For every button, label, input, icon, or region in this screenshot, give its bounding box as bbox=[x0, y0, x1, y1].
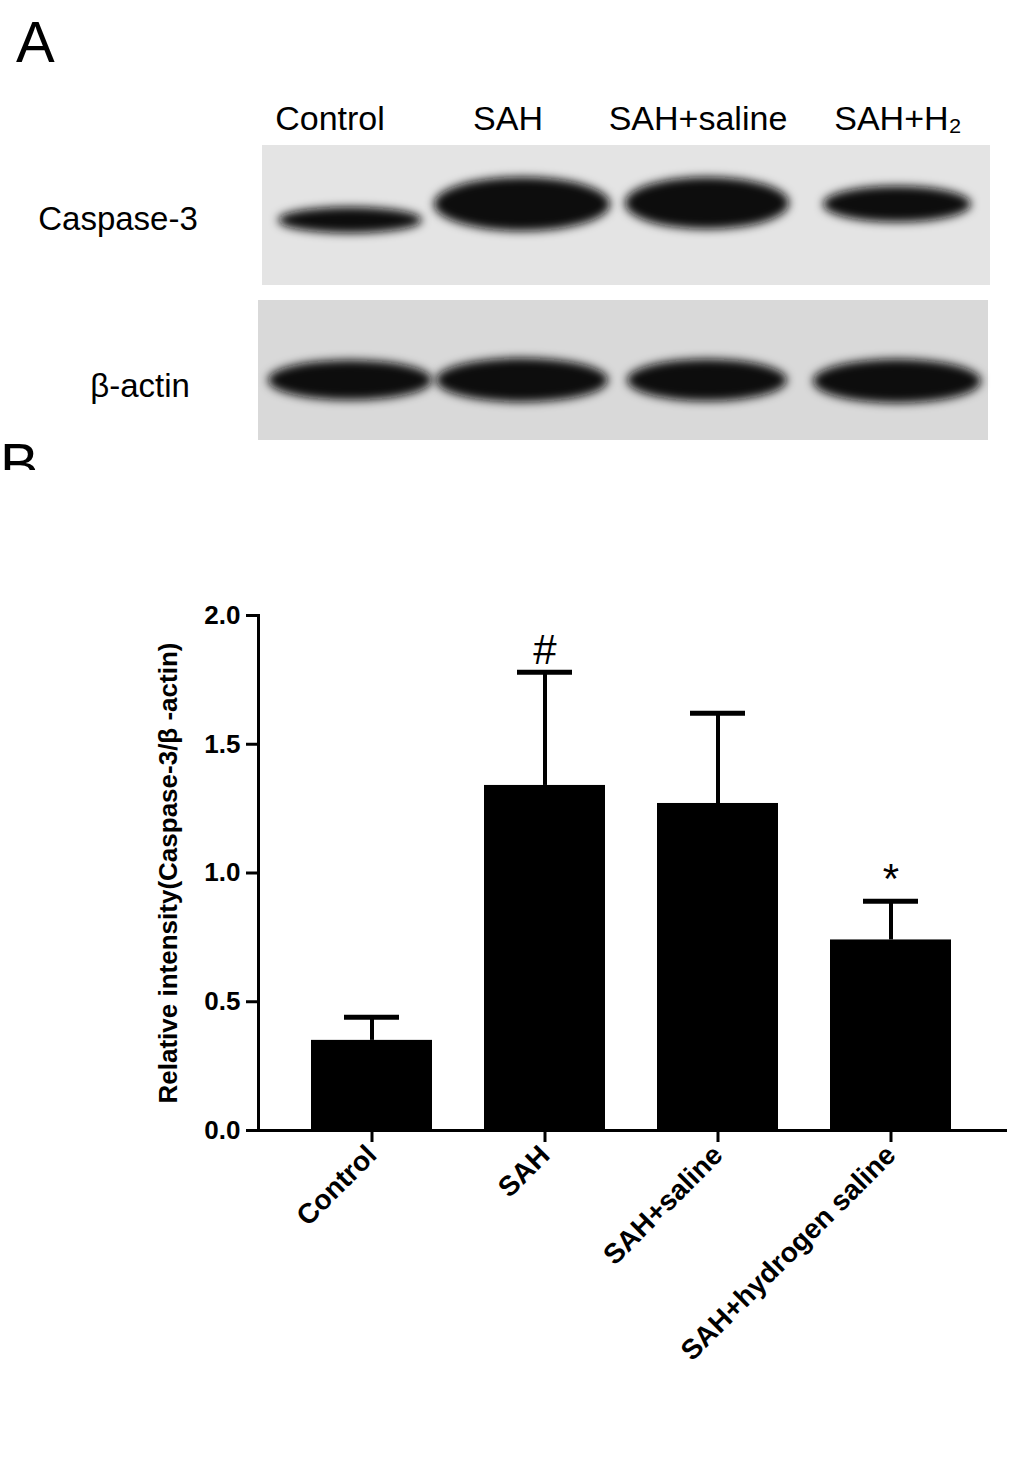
svg-text:SAH+H₂: SAH+H₂ bbox=[834, 99, 962, 137]
svg-text:SAH+hydrogen saline: SAH+hydrogen saline bbox=[674, 1139, 901, 1366]
svg-text:0.0: 0.0 bbox=[204, 1115, 240, 1145]
svg-text:SAH+saline: SAH+saline bbox=[609, 99, 788, 137]
svg-text:2.0: 2.0 bbox=[204, 600, 240, 630]
svg-text:Caspase-3: Caspase-3 bbox=[38, 200, 198, 237]
svg-text:β-actin: β-actin bbox=[90, 367, 190, 404]
svg-text:0.5: 0.5 bbox=[204, 986, 240, 1016]
svg-text:SAH: SAH bbox=[492, 1139, 556, 1203]
svg-text:Relative intensity(Caspase-3/β: Relative intensity(Caspase-3/β -actin) bbox=[153, 643, 183, 1104]
svg-text:1.5: 1.5 bbox=[204, 729, 240, 759]
svg-text:A: A bbox=[16, 9, 55, 74]
html-text:B: B bbox=[0, 431, 39, 496]
svg-text:*: * bbox=[883, 855, 899, 902]
svg-text:Control: Control bbox=[275, 99, 385, 137]
svg-text:SAH+saline: SAH+saline bbox=[597, 1139, 728, 1270]
svg-text:1.0: 1.0 bbox=[204, 857, 240, 887]
svg-text:SAH: SAH bbox=[473, 99, 543, 137]
svg-text:Control: Control bbox=[290, 1139, 382, 1231]
svg-text:#: # bbox=[533, 626, 557, 673]
